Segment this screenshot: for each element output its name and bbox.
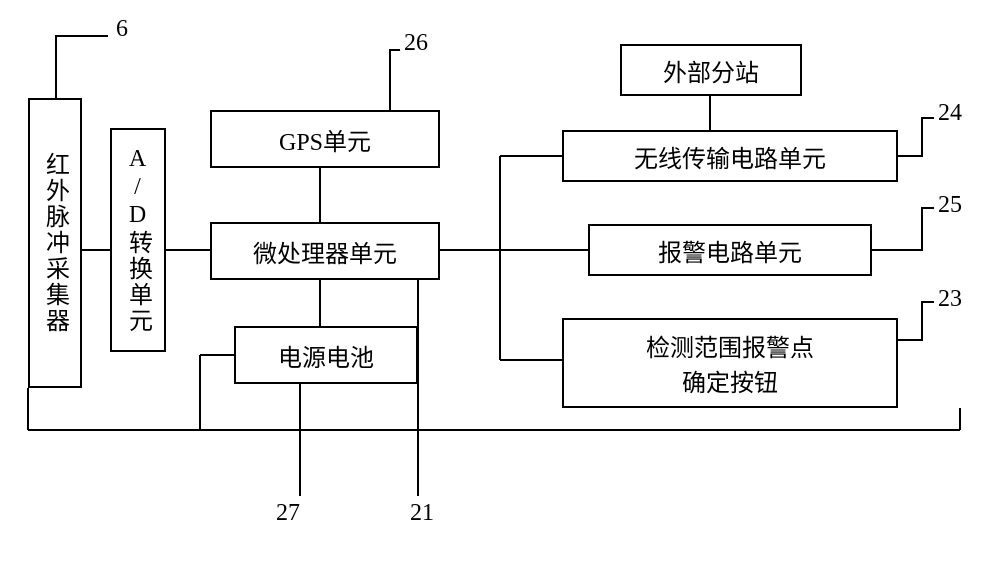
- label: 电源电池: [278, 338, 374, 373]
- block-gps: GPS单元: [210, 110, 440, 168]
- label: A/D转换单元: [121, 146, 156, 334]
- block-ir-collector: 红外脉冲采集器: [28, 98, 82, 388]
- callout-27: 27: [276, 500, 300, 527]
- label: GPS单元: [279, 122, 371, 157]
- callout-25: 25: [938, 192, 962, 219]
- label: 外部分站: [663, 53, 759, 88]
- label: 检测范围报警点 确定按钮: [646, 328, 814, 398]
- callout-26: 26: [404, 30, 428, 57]
- label: 红外脉冲采集器: [38, 152, 73, 334]
- block-mpu: 微处理器单元: [210, 222, 440, 280]
- diagram-canvas: 红外脉冲采集器 A/D转换单元 GPS单元 微处理器单元 电源电池 外部分站 无…: [0, 0, 1000, 564]
- callout-21: 21: [410, 500, 434, 527]
- callout-24: 24: [938, 100, 962, 127]
- callout-23: 23: [938, 286, 962, 313]
- block-battery: 电源电池: [234, 326, 418, 384]
- block-wireless-tx: 无线传输电路单元: [562, 130, 898, 182]
- label: 无线传输电路单元: [634, 139, 826, 174]
- block-ad-converter: A/D转换单元: [110, 128, 166, 352]
- block-button: 检测范围报警点 确定按钮: [562, 318, 898, 408]
- label: 报警电路单元: [658, 233, 802, 268]
- block-alarm: 报警电路单元: [588, 224, 872, 276]
- label: 微处理器单元: [253, 234, 397, 269]
- block-external: 外部分站: [620, 44, 802, 96]
- callout-6: 6: [116, 16, 128, 43]
